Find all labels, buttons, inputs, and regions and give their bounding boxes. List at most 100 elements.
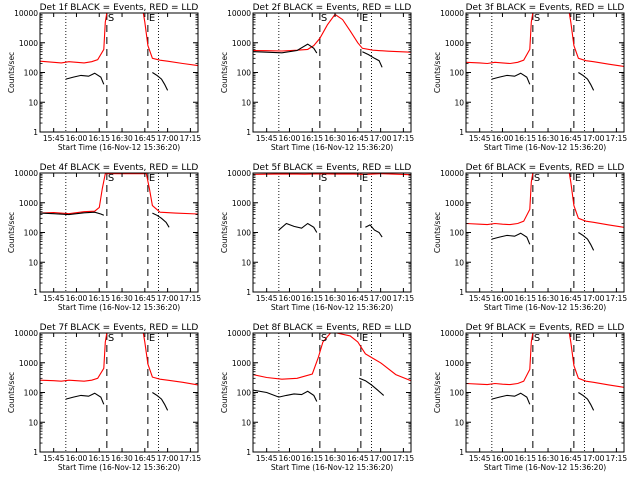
x-tick-label: 16:00	[492, 454, 514, 463]
x-tick-label: 16:15	[301, 294, 323, 303]
x-tick-label: 17:00	[370, 454, 392, 463]
x-tick-label: 16:30	[111, 454, 133, 463]
y-tick-label: 1000	[232, 39, 251, 48]
series-line-2	[65, 72, 105, 85]
y-axis-label: Counts/sec	[7, 212, 16, 253]
x-tick-label: 16:00	[492, 134, 514, 143]
x-tick-label: 16:45	[134, 294, 156, 303]
y-tick-label: 100	[237, 229, 252, 238]
x-tick-label: 16:45	[347, 454, 369, 463]
x-tick-label: 16:30	[324, 134, 346, 143]
y-tick-label: 100	[450, 69, 465, 78]
y-tick-label: 1000	[19, 359, 38, 368]
x-tick-label: 16:15	[88, 294, 110, 303]
x-tick-label: 15:45	[469, 134, 491, 143]
marker-label-e: E	[575, 13, 581, 24]
panel-title: Det 3f BLACK = Events, RED = LLD	[466, 3, 625, 13]
marker-label-e: E	[575, 173, 581, 184]
y-tick-label: 10000	[440, 9, 464, 18]
y-tick-label: 1000	[232, 199, 251, 208]
marker-label-e: E	[149, 13, 155, 24]
series-group	[40, 173, 198, 228]
x-tick-label: 16:15	[514, 294, 536, 303]
panel-title: Det 9f BLACK = Events, RED = LLD	[466, 323, 625, 333]
x-tick-label: 17:15	[606, 454, 628, 463]
x-tick-label: 17:15	[393, 134, 415, 143]
y-tick-label: 10	[28, 418, 38, 427]
x-tick-label: 17:15	[393, 454, 415, 463]
x-tick-label: 15:45	[43, 134, 65, 143]
y-tick-label: 10000	[14, 329, 38, 338]
series-line-3	[362, 51, 383, 68]
y-axis-label: Counts/sec	[433, 52, 442, 93]
y-tick-label: 1000	[19, 39, 38, 48]
x-axis-label: Start Time (16-Nov-12 15:36:20)	[58, 303, 180, 312]
y-tick-label: 1000	[232, 359, 251, 368]
x-tick-label: 16:45	[347, 294, 369, 303]
marker-label-s: S	[108, 13, 114, 24]
y-tick-label: 100	[450, 229, 465, 238]
marker-label-s: S	[534, 333, 540, 344]
y-axis-label: Counts/sec	[7, 52, 16, 93]
series-line-1	[466, 13, 624, 67]
series-group	[253, 173, 411, 238]
marker-label-s: S	[321, 13, 327, 24]
y-tick-label: 100	[450, 389, 465, 398]
x-tick-label: 16:00	[66, 294, 88, 303]
marker-label-e: E	[362, 333, 368, 344]
y-axis-label: Counts/sec	[7, 372, 16, 413]
x-tick-label: 16:30	[537, 294, 559, 303]
marker-label-e: E	[149, 173, 155, 184]
marker-label-e: E	[362, 13, 368, 24]
x-tick-label: 16:45	[560, 454, 582, 463]
panel-title: Det 2f BLACK = Events, RED = LLD	[253, 3, 412, 13]
x-tick-label: 16:30	[324, 294, 346, 303]
plot-frame	[252, 332, 412, 453]
x-tick-label: 16:15	[514, 454, 536, 463]
marker-label-e: E	[575, 333, 581, 344]
series-line-2	[253, 389, 318, 402]
x-tick-label: 15:45	[256, 454, 278, 463]
series-line-2	[491, 392, 531, 405]
x-tick-label: 15:45	[469, 454, 491, 463]
y-tick-label: 1	[459, 448, 464, 457]
marker-label-s: S	[108, 333, 114, 344]
panel-title: Det 8f BLACK = Events, RED = LLD	[253, 323, 412, 333]
y-tick-label: 100	[24, 229, 39, 238]
x-tick-label: 17:15	[606, 294, 628, 303]
series-line-3	[359, 377, 385, 396]
x-tick-label: 17:00	[157, 134, 179, 143]
x-tick-label: 17:15	[393, 294, 415, 303]
x-tick-label: 16:15	[88, 134, 110, 143]
series-group	[466, 173, 624, 251]
series-line-3	[152, 392, 169, 411]
x-axis-label: Start Time (16-Nov-12 15:36:20)	[58, 143, 180, 152]
x-tick-label: 17:00	[583, 134, 605, 143]
marker-label-e: E	[149, 333, 155, 344]
y-tick-label: 10000	[227, 169, 251, 178]
x-tick-label: 16:15	[301, 134, 323, 143]
x-tick-label: 16:15	[301, 454, 323, 463]
x-tick-label: 17:15	[180, 134, 202, 143]
y-tick-label: 10	[28, 258, 38, 267]
y-axis-label: Counts/sec	[433, 212, 442, 253]
plot-frame	[465, 12, 625, 133]
x-tick-label: 17:00	[583, 454, 605, 463]
y-tick-label: 10	[454, 258, 464, 267]
series-line-1	[40, 333, 198, 386]
x-axis-label: Start Time (16-Nov-12 15:36:20)	[271, 303, 393, 312]
y-tick-label: 10	[28, 98, 38, 107]
x-tick-label: 16:45	[134, 134, 156, 143]
x-tick-label: 17:15	[606, 134, 628, 143]
x-axis-label: Start Time (16-Nov-12 15:36:20)	[484, 463, 606, 472]
x-tick-label: 16:45	[560, 294, 582, 303]
x-tick-label: 16:30	[537, 454, 559, 463]
y-tick-label: 10	[241, 418, 251, 427]
marker-label-s: S	[321, 333, 327, 344]
plot-frame	[465, 172, 625, 293]
